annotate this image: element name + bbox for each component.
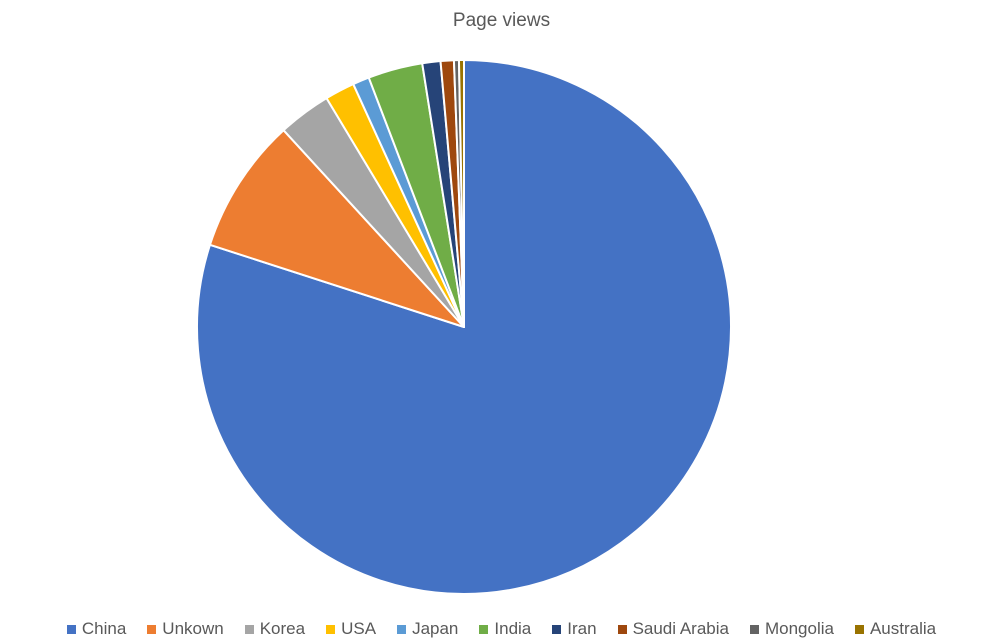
legend-swatch: [244, 624, 254, 634]
legend-item-iran: Iran: [552, 619, 597, 639]
legend-label: Australia: [869, 619, 937, 638]
legend-label: China: [81, 619, 127, 638]
legend-swatch: [552, 624, 562, 634]
legend-label: Iran: [567, 619, 597, 638]
legend-label: Unkown: [162, 619, 224, 638]
legend: China Unkown Korea USA Japan India Iran Saudi A…: [0, 617, 1003, 641]
legend-label: India: [494, 619, 532, 638]
pie-slice-china: [196, 59, 732, 595]
legend-label: Saudi Arabia: [632, 619, 729, 638]
chart-title: Page views: [452, 10, 551, 31]
legend-item-japan: Japan: [397, 619, 458, 639]
pie-slice-unkown: [208, 129, 465, 328]
pie-slices: [196, 59, 732, 595]
legend-item-china: China: [66, 619, 127, 639]
legend-label: Japan: [412, 619, 459, 638]
legend-swatch: [479, 624, 489, 634]
legend-item-unkown: Unkown: [147, 619, 224, 639]
legend-item-usa: USA: [326, 619, 376, 639]
legend-swatch: [617, 624, 627, 634]
legend-swatch: [326, 624, 336, 634]
legend-item-australia: Australia: [854, 619, 937, 639]
legend-label: USA: [341, 619, 377, 638]
legend-label: Mongolia: [764, 619, 834, 638]
legend-label: Korea: [259, 619, 306, 638]
legend-swatch: [749, 624, 759, 634]
legend-swatch: [397, 624, 407, 634]
legend-item-saudi-arabia: Saudi Arabia: [617, 619, 729, 639]
pie-slice-australia: [457, 59, 465, 328]
legend-swatch: [854, 624, 864, 634]
legend-item-korea: Korea: [244, 619, 306, 639]
legend-swatch: [66, 624, 76, 634]
legend-swatch: [147, 624, 157, 634]
legend-item-india: India: [479, 619, 531, 639]
legend-item-mongolia: Mongolia: [749, 619, 834, 639]
